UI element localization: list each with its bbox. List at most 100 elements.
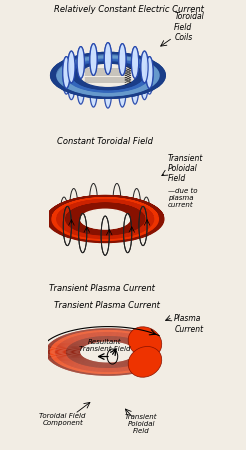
Text: Relatively Constant Electric Current: Relatively Constant Electric Current bbox=[54, 4, 203, 13]
Polygon shape bbox=[67, 204, 143, 217]
Polygon shape bbox=[53, 198, 158, 216]
Ellipse shape bbox=[73, 206, 137, 232]
Ellipse shape bbox=[60, 201, 150, 237]
Polygon shape bbox=[74, 206, 137, 217]
Polygon shape bbox=[80, 209, 130, 217]
Ellipse shape bbox=[78, 63, 138, 87]
Ellipse shape bbox=[64, 58, 152, 93]
Ellipse shape bbox=[70, 60, 146, 90]
Ellipse shape bbox=[77, 208, 133, 230]
Ellipse shape bbox=[58, 55, 158, 95]
Ellipse shape bbox=[104, 43, 111, 74]
Polygon shape bbox=[48, 196, 162, 216]
Ellipse shape bbox=[119, 44, 126, 75]
Ellipse shape bbox=[56, 54, 160, 96]
Ellipse shape bbox=[58, 55, 158, 95]
Ellipse shape bbox=[54, 54, 162, 97]
Ellipse shape bbox=[141, 51, 148, 83]
Ellipse shape bbox=[81, 64, 135, 86]
Polygon shape bbox=[75, 207, 136, 217]
Ellipse shape bbox=[77, 63, 139, 88]
Ellipse shape bbox=[69, 60, 147, 91]
Ellipse shape bbox=[63, 202, 147, 236]
Ellipse shape bbox=[65, 58, 151, 92]
Ellipse shape bbox=[76, 63, 140, 88]
Polygon shape bbox=[76, 207, 134, 217]
Ellipse shape bbox=[67, 59, 149, 92]
Ellipse shape bbox=[73, 62, 143, 89]
Polygon shape bbox=[57, 200, 153, 216]
Ellipse shape bbox=[64, 58, 151, 93]
Ellipse shape bbox=[80, 64, 136, 86]
Ellipse shape bbox=[60, 56, 156, 94]
Ellipse shape bbox=[55, 54, 161, 96]
Ellipse shape bbox=[61, 57, 155, 94]
Polygon shape bbox=[50, 330, 155, 374]
Polygon shape bbox=[63, 202, 147, 216]
Polygon shape bbox=[75, 339, 135, 365]
Ellipse shape bbox=[64, 58, 151, 93]
Ellipse shape bbox=[79, 64, 137, 87]
Ellipse shape bbox=[55, 54, 161, 96]
Polygon shape bbox=[74, 339, 136, 365]
Polygon shape bbox=[65, 336, 143, 369]
Ellipse shape bbox=[59, 56, 157, 95]
Ellipse shape bbox=[80, 64, 136, 86]
Ellipse shape bbox=[62, 57, 154, 94]
Ellipse shape bbox=[73, 62, 143, 89]
Ellipse shape bbox=[90, 76, 97, 107]
Ellipse shape bbox=[71, 206, 139, 233]
Polygon shape bbox=[51, 197, 160, 216]
Polygon shape bbox=[66, 336, 142, 368]
Text: Constant Toroidal Field: Constant Toroidal Field bbox=[57, 137, 153, 146]
Polygon shape bbox=[65, 202, 146, 216]
Ellipse shape bbox=[72, 61, 144, 90]
Polygon shape bbox=[49, 329, 156, 374]
Polygon shape bbox=[70, 205, 140, 217]
Polygon shape bbox=[47, 329, 158, 375]
Polygon shape bbox=[77, 340, 133, 364]
Ellipse shape bbox=[81, 64, 135, 86]
Ellipse shape bbox=[128, 327, 162, 357]
Polygon shape bbox=[66, 203, 144, 216]
Ellipse shape bbox=[75, 62, 141, 89]
Ellipse shape bbox=[72, 61, 144, 90]
Ellipse shape bbox=[68, 204, 142, 234]
Polygon shape bbox=[47, 196, 163, 216]
Polygon shape bbox=[67, 336, 142, 368]
Polygon shape bbox=[51, 330, 155, 374]
Polygon shape bbox=[68, 204, 142, 217]
Polygon shape bbox=[55, 199, 155, 216]
Ellipse shape bbox=[131, 72, 139, 104]
Text: Resultant
Transient Field: Resultant Transient Field bbox=[79, 339, 131, 352]
Polygon shape bbox=[58, 200, 152, 216]
Ellipse shape bbox=[64, 58, 152, 93]
Polygon shape bbox=[55, 198, 156, 216]
Ellipse shape bbox=[70, 205, 140, 233]
Ellipse shape bbox=[81, 209, 130, 229]
Ellipse shape bbox=[57, 55, 159, 96]
Ellipse shape bbox=[69, 205, 141, 234]
Ellipse shape bbox=[57, 200, 154, 239]
Polygon shape bbox=[64, 335, 144, 369]
Ellipse shape bbox=[64, 202, 147, 236]
Ellipse shape bbox=[119, 44, 126, 75]
Polygon shape bbox=[54, 198, 156, 216]
Polygon shape bbox=[49, 196, 162, 216]
Ellipse shape bbox=[72, 206, 138, 232]
Polygon shape bbox=[77, 207, 133, 217]
Ellipse shape bbox=[47, 196, 163, 242]
Ellipse shape bbox=[60, 201, 151, 237]
Ellipse shape bbox=[68, 59, 147, 91]
Ellipse shape bbox=[128, 346, 162, 377]
Ellipse shape bbox=[81, 209, 130, 229]
Ellipse shape bbox=[69, 60, 147, 91]
Polygon shape bbox=[79, 208, 131, 217]
Ellipse shape bbox=[90, 44, 97, 75]
Polygon shape bbox=[52, 331, 154, 374]
Ellipse shape bbox=[71, 60, 145, 90]
Ellipse shape bbox=[68, 59, 148, 91]
Ellipse shape bbox=[62, 57, 154, 94]
Ellipse shape bbox=[63, 58, 153, 93]
Ellipse shape bbox=[75, 63, 140, 88]
